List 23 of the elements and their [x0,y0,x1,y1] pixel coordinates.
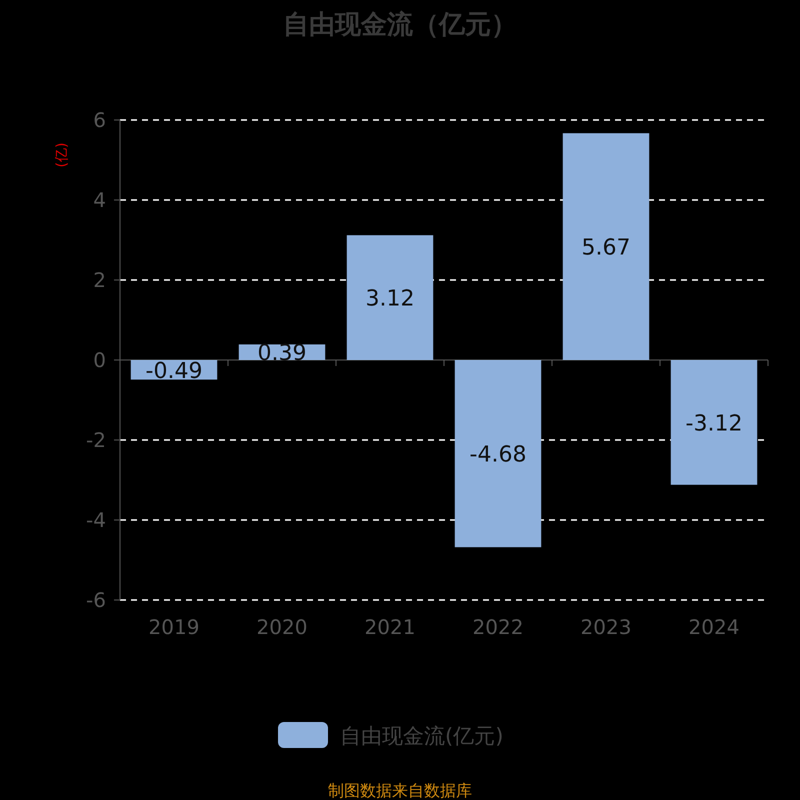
data-label: 0.39 [258,341,306,366]
chart-title: 自由现金流（亿元） [283,10,517,40]
y-tick-label: 6 [93,108,106,132]
y-axis-title: (亿) [54,142,70,168]
y-tick-label: 0 [93,348,106,372]
data-label: 5.67 [582,236,630,261]
x-tick-label: 2019 [148,615,200,639]
data-label: -0.49 [146,358,202,384]
legend-label: 自由现金流(亿元) [340,724,504,748]
data-label: -3.12 [686,411,742,436]
y-tick-label: 2 [93,268,106,292]
y-tick-label: 4 [93,188,106,212]
x-tick-label: 2024 [688,615,740,639]
x-tick-label: 2020 [256,615,308,639]
y-tick-label: -2 [86,428,106,452]
y-tick-label: -4 [86,508,106,532]
y-tick-label: -6 [86,588,106,612]
x-tick-label: 2023 [580,615,632,639]
x-tick-label: 2021 [364,615,416,639]
data-label: 3.12 [366,286,414,312]
x-tick-label: 2022 [472,615,524,639]
data-label: -4.68 [470,442,526,468]
text: 制图数据来自数据库 [328,781,472,800]
